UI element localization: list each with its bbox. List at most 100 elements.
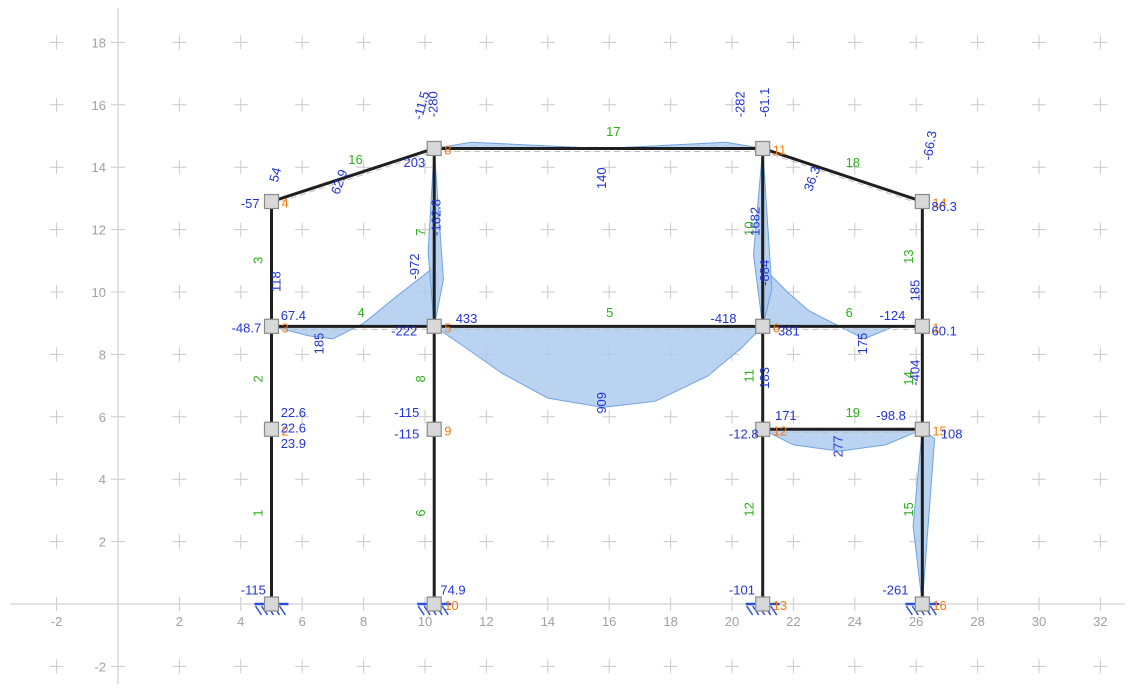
node-label: 1 <box>932 320 939 335</box>
x-tick-label: 2 <box>176 614 183 629</box>
value-label: -162.8 <box>428 199 443 236</box>
member-label: 5 <box>606 305 613 320</box>
grid-cross <box>1032 222 1046 237</box>
support-hatch <box>905 605 913 616</box>
grid-cross <box>847 659 862 674</box>
grid-cross <box>233 472 248 487</box>
grid-cross <box>786 97 801 112</box>
member-label: 3 <box>250 257 265 264</box>
x-tick-label: 12 <box>479 614 493 629</box>
value-label: 183 <box>757 367 772 389</box>
grid-cross <box>540 160 555 175</box>
grid-cross <box>418 347 432 362</box>
grid-cross <box>1093 97 1108 112</box>
grid-cross <box>909 35 924 50</box>
grid-cross <box>663 160 678 175</box>
grid-cross <box>49 347 64 362</box>
grid-cross <box>1032 409 1046 424</box>
grid-cross <box>233 35 248 50</box>
grid-cross <box>970 97 985 112</box>
value-label: 22.6 <box>281 420 306 435</box>
support-hatch <box>929 605 937 616</box>
grid-cross <box>786 222 801 237</box>
x-tick-label: 10 <box>418 614 432 629</box>
node-label: 11 <box>773 142 787 157</box>
grid-cross <box>970 347 985 362</box>
grid-cross <box>602 285 617 299</box>
grid-cross <box>172 222 187 237</box>
grid-cross <box>1032 285 1046 299</box>
member-label: 15 <box>901 502 916 516</box>
diagram-beam5 <box>432 325 764 408</box>
grid-cross <box>970 472 985 487</box>
x-tick-label: 22 <box>786 614 800 629</box>
value-label: -115 <box>394 405 419 420</box>
grid-cross <box>786 347 801 362</box>
support-hatch <box>441 605 449 616</box>
y-tick-label: 10 <box>92 285 106 300</box>
grid-cross <box>49 472 64 487</box>
member-label: 2 <box>250 375 265 382</box>
node-5 <box>426 318 442 334</box>
undeformed-line <box>762 151 923 205</box>
grid-cross <box>1093 285 1108 299</box>
grid-cross <box>602 97 617 112</box>
x-tick-label: 18 <box>663 614 677 629</box>
grid-cross <box>49 659 64 674</box>
grid-cross <box>1032 347 1046 362</box>
x-tick-label: 8 <box>360 614 367 629</box>
grid-cross <box>663 472 678 487</box>
grid-cross <box>356 347 371 362</box>
grid-cross <box>479 534 494 549</box>
x-tick-label: 4 <box>237 614 244 629</box>
grid-cross <box>172 285 187 299</box>
node-11 <box>755 140 771 157</box>
node-8 <box>426 140 442 157</box>
grid-cross <box>418 160 432 175</box>
grid-cross <box>479 97 494 112</box>
value-label: 74.9 <box>440 583 465 598</box>
grid-cross <box>1032 659 1046 674</box>
grid-cross <box>663 409 678 424</box>
y-tick-label: 8 <box>99 347 106 362</box>
grid-cross <box>295 160 310 175</box>
grid-cross <box>540 222 555 237</box>
value-label: 118 <box>269 271 284 292</box>
value-label: 67.4 <box>281 308 306 323</box>
node-label: 10 <box>444 598 458 613</box>
grid-cross <box>725 659 739 674</box>
y-tick-label: 12 <box>92 223 106 238</box>
node-1 <box>914 318 930 334</box>
grid-cross <box>970 222 985 237</box>
value-label: -115 <box>241 583 266 598</box>
grid-cross <box>295 347 310 362</box>
grid-cross <box>479 659 494 674</box>
grid-cross <box>602 222 617 237</box>
grid-cross <box>725 97 739 112</box>
grid-cross <box>602 472 617 487</box>
grid-cross <box>725 222 739 237</box>
grid-cross <box>356 97 371 112</box>
node-label: 6 <box>773 320 780 335</box>
grid-cross <box>49 285 64 299</box>
grid-cross <box>725 160 739 175</box>
member-label: 12 <box>741 502 756 516</box>
node-support <box>263 596 280 612</box>
grid-cross <box>49 534 64 549</box>
node-12 <box>755 421 771 437</box>
value-label: -884 <box>757 260 772 286</box>
node-14 <box>914 193 930 210</box>
node-6 <box>755 318 771 334</box>
grid-cross <box>418 534 432 549</box>
y-tick-label: 14 <box>92 160 106 175</box>
grid-cross <box>1093 472 1108 487</box>
grid-cross <box>295 35 310 50</box>
grid-cross <box>1032 97 1046 112</box>
member-18 <box>762 147 923 203</box>
grid-cross <box>602 659 617 674</box>
node-label: 8 <box>444 142 451 157</box>
grid-cross <box>418 97 432 112</box>
grid-cross <box>1093 160 1108 175</box>
grid-cross <box>1032 472 1046 487</box>
